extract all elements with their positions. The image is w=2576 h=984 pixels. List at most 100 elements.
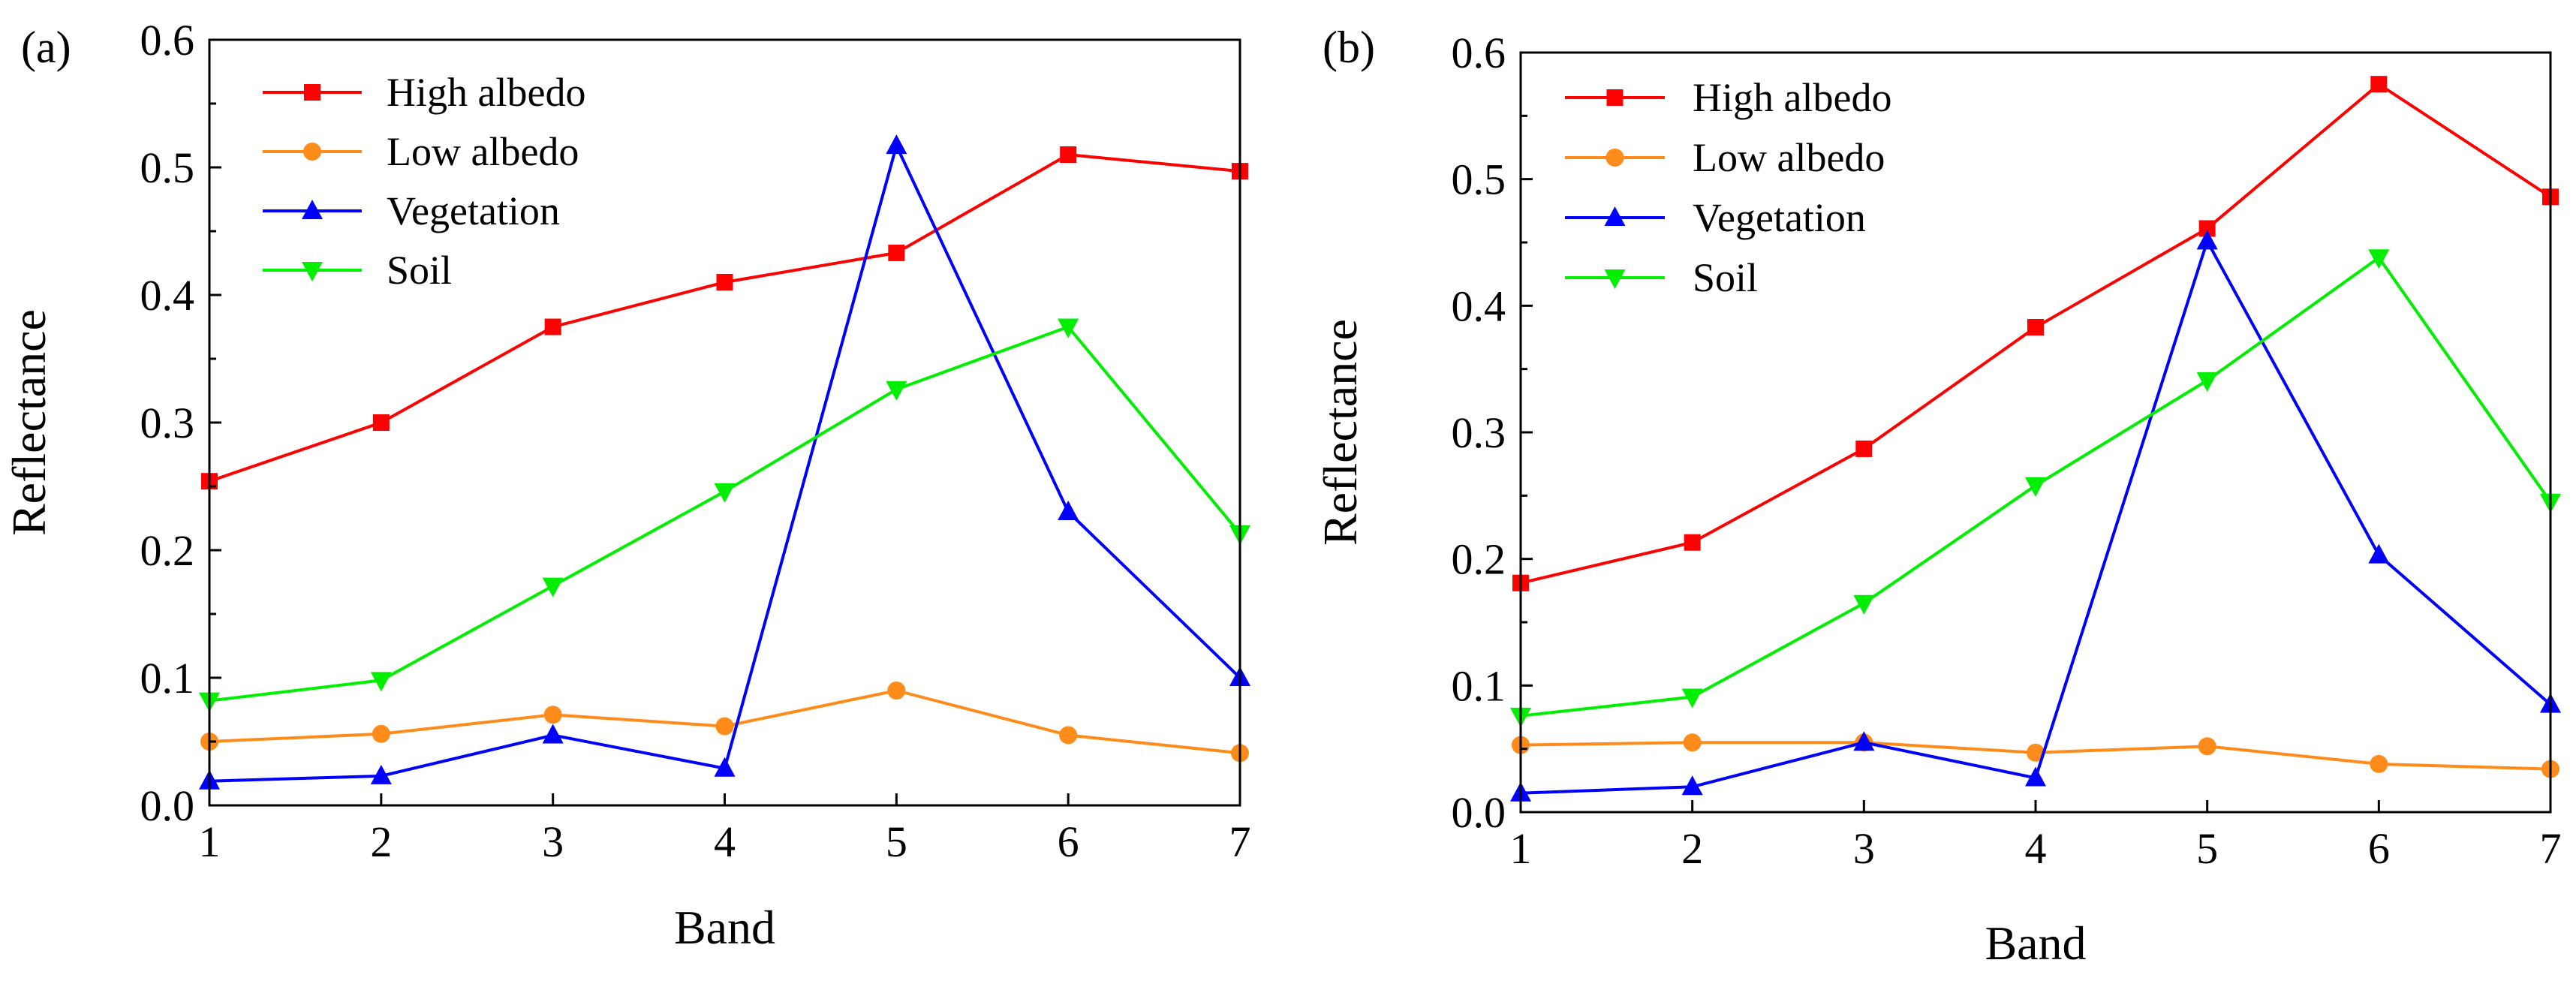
legend-marker bbox=[1604, 269, 1626, 289]
series-line bbox=[209, 325, 1241, 703]
data-point bbox=[716, 274, 733, 290]
data-point bbox=[888, 244, 905, 261]
x-tick-label: 4 bbox=[714, 817, 736, 866]
data-point bbox=[1684, 534, 1701, 551]
legend-label: Soil bbox=[387, 248, 452, 293]
legend-item: Soil bbox=[263, 248, 452, 293]
data-point bbox=[542, 577, 564, 597]
chart-panel-a: (a) 1 2 3 4 5 6 7 0.0 0.1 0.2 0.3 0.4 0.5 0.6 Band Refle… bbox=[2, 16, 1251, 954]
data-point bbox=[714, 757, 736, 777]
legend-item: Vegetation bbox=[1565, 195, 1866, 240]
legend-item: Low albedo bbox=[263, 129, 579, 174]
data-point bbox=[2198, 737, 2216, 756]
y-tick-label: 0.2 bbox=[1452, 535, 1506, 584]
plot-area bbox=[199, 134, 1250, 790]
y-tick-label: 0.3 bbox=[140, 399, 195, 447]
data-point bbox=[1853, 731, 1875, 751]
y-tick-label: 0.4 bbox=[1452, 281, 1506, 330]
x-tick-label: 6 bbox=[2368, 824, 2390, 873]
x-tick-label: 7 bbox=[2540, 824, 2562, 873]
data-point bbox=[544, 318, 561, 336]
data-point bbox=[2370, 76, 2388, 93]
y-tick-label: 0.1 bbox=[1452, 661, 1506, 710]
legend-item: High albedo bbox=[1565, 75, 1891, 120]
series-high-albedo bbox=[1512, 76, 2559, 591]
legend-item: Vegetation bbox=[263, 188, 560, 233]
data-point bbox=[2368, 249, 2390, 269]
y-tick-label: 0.4 bbox=[140, 271, 195, 320]
legend-marker bbox=[1606, 89, 1624, 106]
legend-marker bbox=[302, 262, 323, 281]
data-point bbox=[2025, 477, 2046, 497]
x-tick-label: 3 bbox=[1853, 824, 1875, 873]
data-point bbox=[2025, 766, 2046, 787]
data-point bbox=[2196, 230, 2218, 250]
y-axis: 0.0 0.1 0.2 0.3 0.4 0.5 0.6 bbox=[140, 16, 221, 830]
data-point bbox=[2027, 743, 2045, 762]
legend: High albedo Low albedo Vegetation Soil bbox=[1565, 75, 1891, 300]
series-vegetation bbox=[199, 134, 1250, 790]
legend-label: Low albedo bbox=[1693, 135, 1885, 180]
y-axis: 0.0 0.1 0.2 0.3 0.4 0.5 0.6 bbox=[1452, 29, 1533, 837]
y-tick-label: 0.3 bbox=[1452, 408, 1506, 457]
series-line bbox=[209, 152, 1241, 483]
data-point bbox=[2368, 543, 2390, 564]
y-tick-label: 0.6 bbox=[140, 16, 195, 65]
legend-marker bbox=[304, 84, 320, 101]
y-tick-label: 0.6 bbox=[1452, 29, 1506, 77]
data-point bbox=[372, 724, 390, 743]
data-point bbox=[542, 724, 564, 744]
legend-label: Soil bbox=[1693, 255, 1758, 300]
series-vegetation bbox=[1510, 230, 2561, 802]
data-point bbox=[1681, 775, 1703, 796]
legend: High albedo Low albedo Vegetation Soil bbox=[263, 70, 585, 293]
data-point bbox=[372, 414, 390, 431]
y-tick-label: 0.5 bbox=[140, 143, 195, 192]
legend-label: High albedo bbox=[1693, 75, 1891, 120]
x-tick-label: 7 bbox=[1229, 817, 1251, 866]
data-point bbox=[1855, 440, 1873, 457]
data-point bbox=[1060, 146, 1077, 163]
y-tick-label: 0.1 bbox=[140, 654, 195, 703]
y-tick-label: 0.2 bbox=[140, 526, 195, 575]
legend-marker bbox=[303, 143, 321, 161]
data-point bbox=[1058, 501, 1079, 520]
x-axis-title: Band bbox=[674, 901, 775, 954]
data-point bbox=[887, 682, 906, 700]
data-point bbox=[714, 483, 736, 503]
x-tick-label: 5 bbox=[2196, 824, 2218, 873]
y-axis-title: Reflectance bbox=[2, 309, 56, 536]
series-high-albedo bbox=[201, 146, 1248, 490]
data-point bbox=[2370, 754, 2388, 773]
data-point bbox=[370, 672, 392, 692]
series-soil bbox=[1510, 249, 2561, 727]
x-tick-label: 2 bbox=[370, 817, 392, 866]
data-point bbox=[886, 381, 907, 401]
x-tick-label: 5 bbox=[886, 817, 907, 866]
legend-marker bbox=[302, 200, 323, 219]
x-axis: 1 2 3 4 5 6 7 bbox=[199, 793, 1251, 866]
x-tick-label: 6 bbox=[1058, 817, 1079, 866]
panel-label: (b) bbox=[1323, 23, 1375, 72]
x-axis: 1 2 3 4 5 6 7 bbox=[1510, 800, 2562, 873]
x-tick-label: 4 bbox=[2025, 824, 2047, 873]
axes-frame bbox=[208, 38, 1241, 807]
chart-panel-b: (b) 1 2 3 4 5 6 7 0.0 0.1 0.2 0.3 0.4 0.5 0.6 Band Refle… bbox=[1314, 23, 2562, 970]
legend-item: Soil bbox=[1565, 255, 1758, 300]
data-point bbox=[886, 134, 907, 155]
data-point bbox=[2196, 372, 2218, 392]
panel-label: (a) bbox=[21, 23, 71, 72]
legend-marker bbox=[1605, 149, 1624, 167]
legend-label: High albedo bbox=[387, 70, 585, 115]
y-axis-title: Reflectance bbox=[1314, 319, 1367, 546]
legend-label: Vegetation bbox=[1693, 195, 1866, 240]
legend-marker bbox=[1604, 206, 1626, 226]
x-axis-title: Band bbox=[1985, 916, 2086, 970]
x-tick-label: 2 bbox=[1681, 824, 1703, 873]
data-point bbox=[1683, 733, 1702, 752]
y-tick-label: 0.0 bbox=[140, 781, 195, 830]
data-point bbox=[1058, 318, 1079, 339]
x-tick-label: 3 bbox=[542, 817, 564, 866]
x-tick-label: 1 bbox=[199, 817, 221, 866]
